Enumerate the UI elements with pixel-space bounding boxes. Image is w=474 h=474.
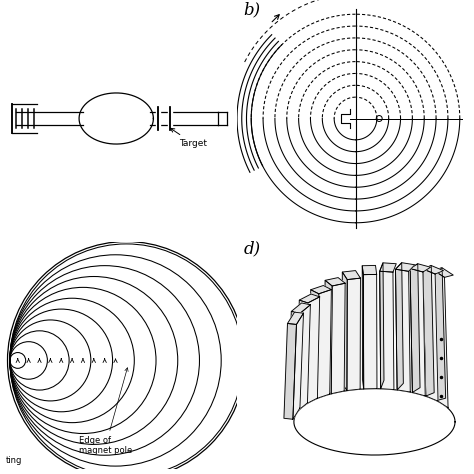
Text: Edge of
magnet pole: Edge of magnet pole (79, 368, 132, 455)
Polygon shape (342, 271, 360, 280)
Polygon shape (433, 270, 448, 408)
Text: d): d) (244, 241, 261, 257)
Text: Target: Target (171, 128, 207, 148)
Polygon shape (362, 266, 364, 389)
Polygon shape (395, 263, 415, 271)
Polygon shape (380, 271, 394, 390)
Polygon shape (410, 269, 425, 396)
Polygon shape (331, 283, 345, 394)
Polygon shape (306, 297, 319, 404)
Polygon shape (297, 305, 310, 411)
Polygon shape (317, 290, 331, 398)
Polygon shape (423, 269, 438, 401)
Polygon shape (324, 280, 332, 394)
Polygon shape (311, 285, 331, 294)
Polygon shape (284, 323, 296, 419)
Polygon shape (288, 311, 300, 411)
Text: b): b) (243, 1, 260, 18)
Polygon shape (297, 300, 308, 404)
Polygon shape (342, 272, 347, 391)
Polygon shape (433, 268, 453, 277)
Text: ting: ting (6, 456, 22, 465)
Polygon shape (423, 265, 444, 274)
Polygon shape (293, 313, 303, 419)
Polygon shape (299, 294, 319, 303)
Polygon shape (410, 264, 420, 392)
Polygon shape (309, 290, 319, 398)
Polygon shape (364, 274, 377, 389)
Polygon shape (423, 265, 434, 396)
Polygon shape (380, 263, 384, 389)
Polygon shape (395, 269, 410, 392)
Polygon shape (362, 265, 377, 274)
Polygon shape (433, 268, 446, 401)
Polygon shape (288, 312, 303, 324)
Polygon shape (380, 263, 396, 272)
Polygon shape (410, 264, 430, 272)
Polygon shape (347, 278, 360, 391)
Polygon shape (79, 93, 154, 144)
Polygon shape (325, 278, 345, 286)
Polygon shape (292, 303, 310, 313)
Polygon shape (395, 263, 403, 390)
